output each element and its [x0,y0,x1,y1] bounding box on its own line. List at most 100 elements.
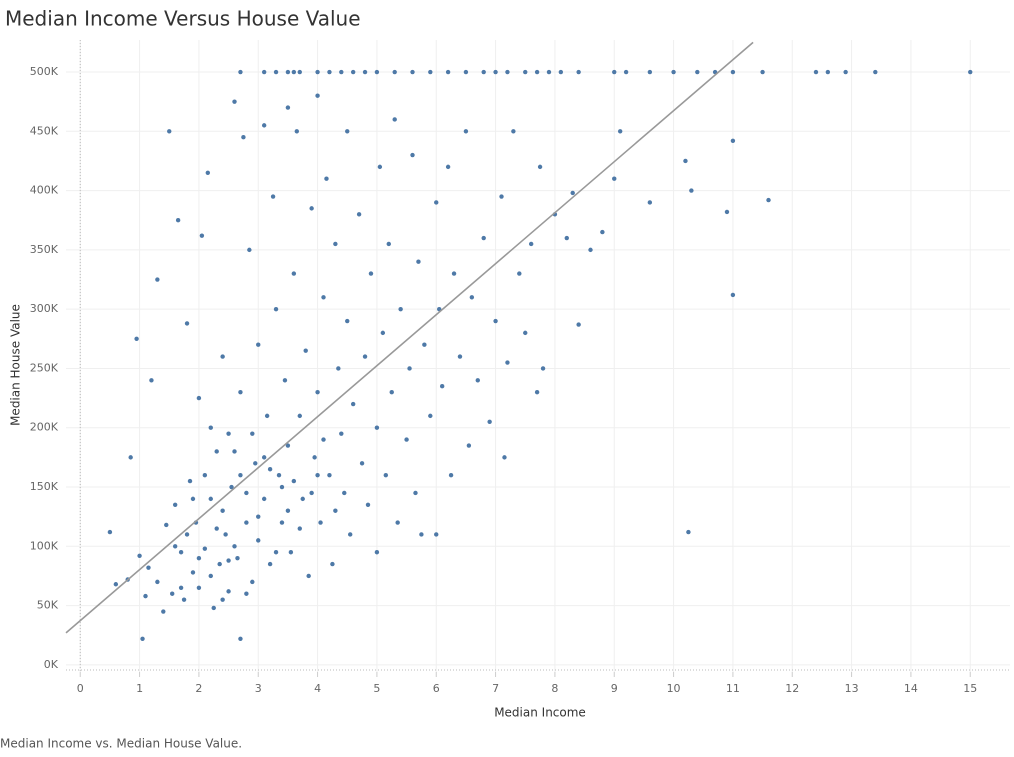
data-point [238,69,243,75]
data-point [528,241,534,247]
data-point [612,69,617,75]
data-point [410,152,415,158]
data-point [466,443,472,448]
data-point [291,271,297,276]
data-point [226,589,231,594]
data-point [285,443,291,448]
data-point [321,295,326,300]
data-point [588,247,593,253]
data-point [220,597,225,602]
data-point [730,292,736,298]
data-point [356,212,362,217]
data-point [187,478,193,484]
data-point [404,437,409,442]
data-point [244,591,249,596]
data-point [155,579,160,585]
data-point [261,69,267,75]
data-point [303,348,308,353]
data-point [523,330,528,336]
data-point [291,478,297,484]
data-point [184,532,190,537]
data-point [457,354,463,359]
data-point [294,129,300,134]
data-point [345,318,350,324]
data-point [315,69,320,75]
data-point [333,241,338,247]
data-point [229,484,234,490]
data-point [297,69,302,75]
data-point [232,99,237,104]
x-tick-label: 8 [551,682,558,695]
data-point [348,532,353,537]
data-point [208,425,213,430]
data-point [324,176,329,181]
data-point [211,605,216,611]
data-point [214,526,219,531]
data-point [416,259,421,264]
data-point [161,609,166,614]
data-point [321,437,326,442]
data-point [612,176,617,181]
data-point [576,69,581,75]
data-point [534,69,540,75]
data-point [730,138,736,143]
data-point [600,229,605,235]
data-point [463,69,469,75]
data-point [164,522,169,528]
data-point [285,105,291,110]
data-point [226,558,231,563]
x-tick-label: 9 [611,682,618,695]
data-point [208,496,213,502]
data-point [264,413,270,419]
data-point [261,496,267,502]
data-point [383,472,389,478]
y-tick-label: 50K [37,599,59,612]
data-point [282,378,288,383]
data-point [146,565,151,570]
data-point [137,553,142,558]
data-point [170,591,175,596]
data-point [339,69,344,75]
data-point [178,585,184,591]
data-point [312,455,317,460]
data-point [261,455,267,460]
data-point [190,496,196,502]
data-point [410,69,415,75]
y-tick-label: 250K [30,361,59,374]
data-point [318,520,323,525]
data-point [505,69,510,75]
data-point [843,69,848,75]
data-point [267,467,273,472]
data-point [445,69,451,75]
x-tick-label: 0 [77,682,84,695]
data-point [309,490,314,496]
data-point [617,129,623,134]
data-point [208,573,213,579]
x-tick-label: 12 [785,682,799,695]
x-axis-title: Median Income [494,706,586,720]
data-point [374,69,380,75]
data-point [380,330,386,336]
trend-line [65,41,754,634]
data-point [149,378,154,383]
data-point [374,425,380,430]
y-tick-label: 350K [30,243,59,256]
data-point [113,582,119,587]
data-point [172,502,178,508]
data-point [475,378,480,383]
data-point [359,461,365,466]
data-point [140,636,145,641]
data-point [190,570,196,575]
data-point [350,401,356,407]
data-point [395,520,400,525]
data-point [175,218,181,223]
data-point [285,508,291,513]
data-point [134,336,139,342]
data-point [760,69,765,75]
data-point [968,69,973,75]
x-tick-label: 1 [136,682,143,695]
data-point [235,555,240,561]
data-point [238,389,243,395]
